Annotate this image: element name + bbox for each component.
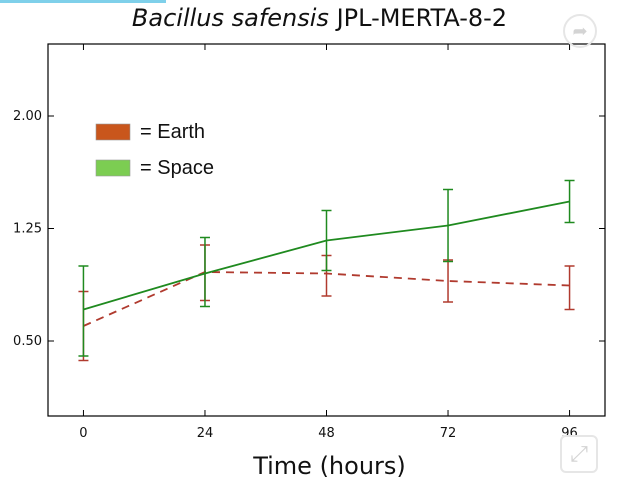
y-tick-label: 0.50: [13, 334, 42, 349]
x-tick-label: 0: [79, 426, 87, 441]
earth-series-line: [83, 271, 570, 327]
expand-button[interactable]: ⤢: [560, 435, 598, 473]
expand-icon: ⤢: [570, 441, 588, 466]
legend-label-earth: = Earth: [140, 121, 205, 143]
x-tick-label: 24: [197, 426, 214, 441]
legend-swatch-space: [95, 159, 131, 177]
legend-swatch-earth: [95, 123, 131, 141]
chart-title-italic: Bacillus safensis: [131, 4, 329, 32]
share-icon: ➦: [572, 20, 588, 41]
y-tick-label: 1.25: [13, 222, 42, 237]
chart-title: Bacillus safensis JPL-MERTA-8-2: [0, 4, 639, 32]
top-accent-line: [0, 0, 166, 3]
share-button[interactable]: ➦: [563, 14, 597, 48]
y-tick-label: 2.00: [13, 109, 42, 124]
chart-title-rest: JPL-MERTA-8-2: [328, 4, 508, 32]
legend-label-space: = Space: [140, 157, 214, 179]
x-tick-label: 72: [440, 426, 457, 441]
x-axis-label: Time (hours): [253, 452, 406, 480]
space-series-line: [83, 200, 570, 311]
x-tick-label: 48: [318, 426, 335, 441]
